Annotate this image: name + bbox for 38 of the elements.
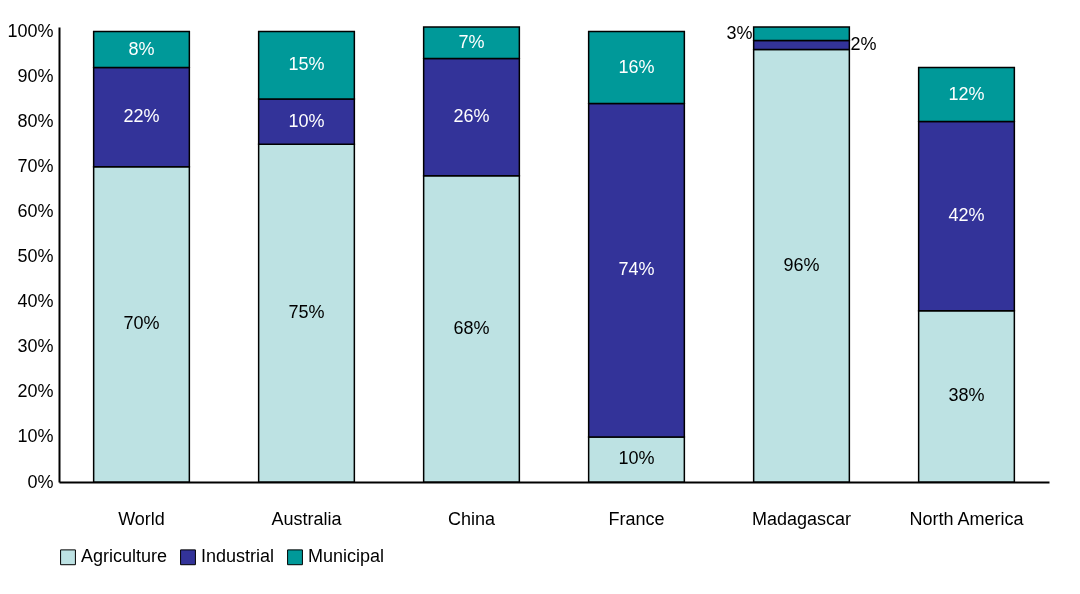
data-label: 42% — [948, 205, 985, 226]
data-label: 74% — [618, 259, 655, 280]
x-tick-label: Australia — [271, 508, 343, 529]
y-tick-label: 60% — [17, 201, 54, 222]
y-tick-label: 80% — [17, 111, 54, 132]
data-label: 96% — [783, 254, 820, 275]
y-tick-label: 100% — [7, 21, 54, 41]
data-label: 3% — [726, 22, 753, 43]
data-label: 38% — [948, 385, 985, 406]
y-tick-label: 0% — [27, 471, 54, 492]
y-tick-label: 50% — [17, 246, 54, 267]
data-label: 26% — [453, 106, 490, 127]
y-tick-label: 30% — [17, 336, 54, 357]
x-tick-label: North America — [909, 508, 1025, 529]
legend-label: Agriculture — [81, 546, 168, 567]
data-label: 7% — [458, 31, 485, 52]
y-tick-label: 40% — [17, 291, 54, 312]
y-tick-label: 20% — [17, 381, 54, 402]
data-label: 15% — [288, 54, 325, 75]
data-label: 70% — [123, 313, 160, 334]
data-label: 10% — [618, 448, 655, 469]
x-tick-label: World — [118, 508, 165, 529]
data-label: 75% — [288, 302, 325, 323]
data-label: 10% — [288, 110, 325, 131]
x-tick-label: Madagascar — [751, 508, 852, 529]
data-label: 16% — [618, 56, 655, 77]
legend-label: Municipal — [308, 546, 385, 567]
y-tick-label: 10% — [17, 426, 54, 447]
data-label: 68% — [453, 317, 490, 338]
x-tick-label: China — [447, 508, 496, 529]
data-label: 2% — [850, 34, 877, 55]
x-tick-label: France — [608, 508, 665, 529]
data-label: 22% — [123, 106, 160, 127]
y-tick-label: 70% — [17, 156, 54, 177]
legend-label: Industrial — [201, 546, 275, 567]
data-label: 12% — [948, 83, 985, 104]
data-label: 8% — [128, 38, 155, 59]
y-tick-label: 90% — [17, 66, 54, 87]
